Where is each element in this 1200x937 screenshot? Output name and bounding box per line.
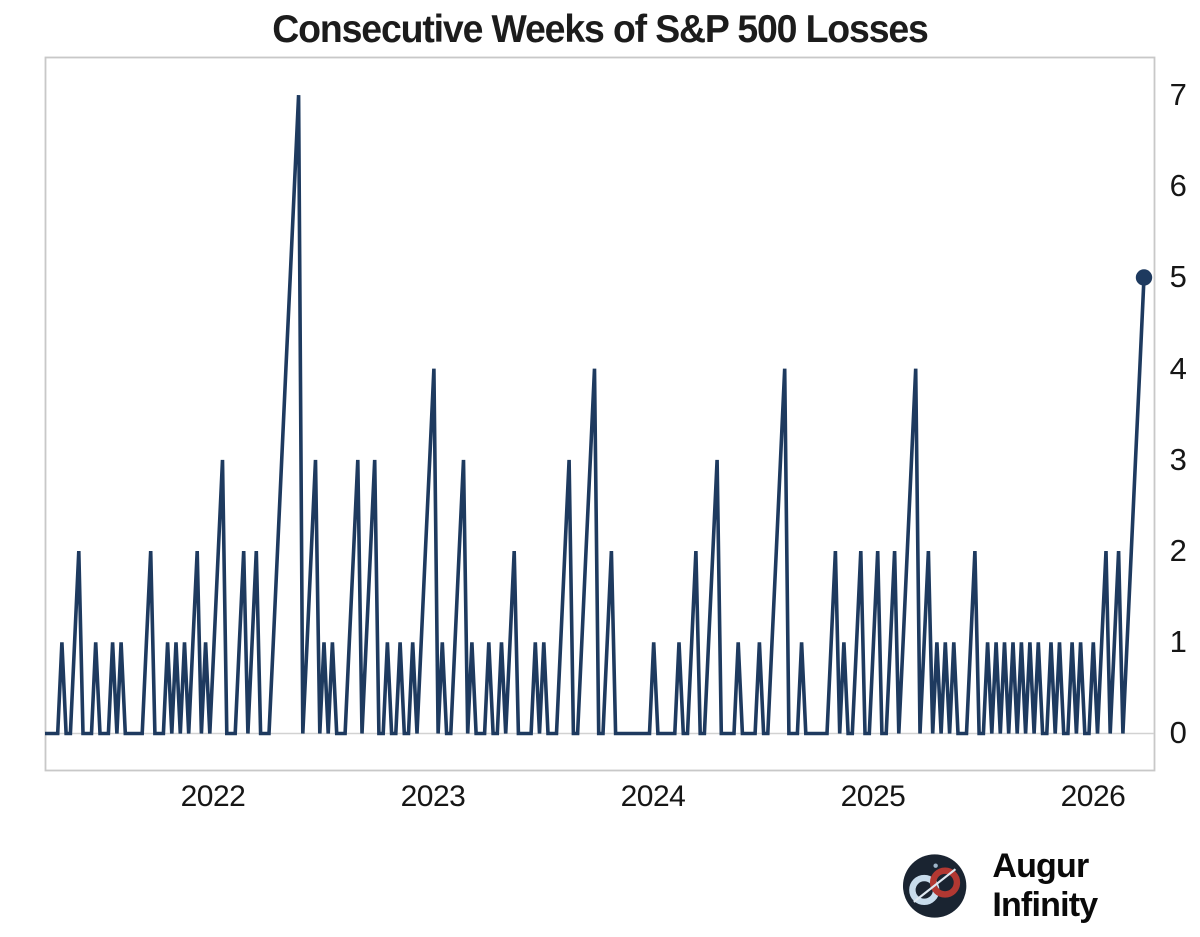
y-tick-6: 6: [1169, 168, 1187, 203]
x-tick-2026: 2026: [1060, 780, 1126, 813]
y-tick-1: 1: [1169, 624, 1187, 659]
x-tick-2023: 2023: [400, 780, 466, 813]
logo-text: Augur Infinity: [992, 847, 1098, 924]
logo: Augur Infinity: [901, 847, 1200, 924]
y-tick-5: 5: [1169, 259, 1187, 294]
y-tick-2: 2: [1169, 533, 1187, 568]
x-tick-2024: 2024: [620, 780, 686, 813]
loss-streak-line: [45, 95, 1146, 736]
y-tick-3: 3: [1169, 442, 1187, 477]
x-tick-2022: 2022: [180, 780, 246, 813]
y-tick-4: 4: [1169, 351, 1187, 386]
plot-border: [44, 56, 1156, 772]
last-point-marker: [1135, 269, 1153, 286]
infinity-icon: [902, 854, 967, 918]
y-tick-0: 0: [1169, 715, 1187, 750]
y-tick-7: 7: [1169, 77, 1187, 112]
x-tick-2025: 2025: [840, 780, 906, 813]
chart-title: Consecutive Weeks of S&P 500 Losses: [272, 8, 929, 51]
